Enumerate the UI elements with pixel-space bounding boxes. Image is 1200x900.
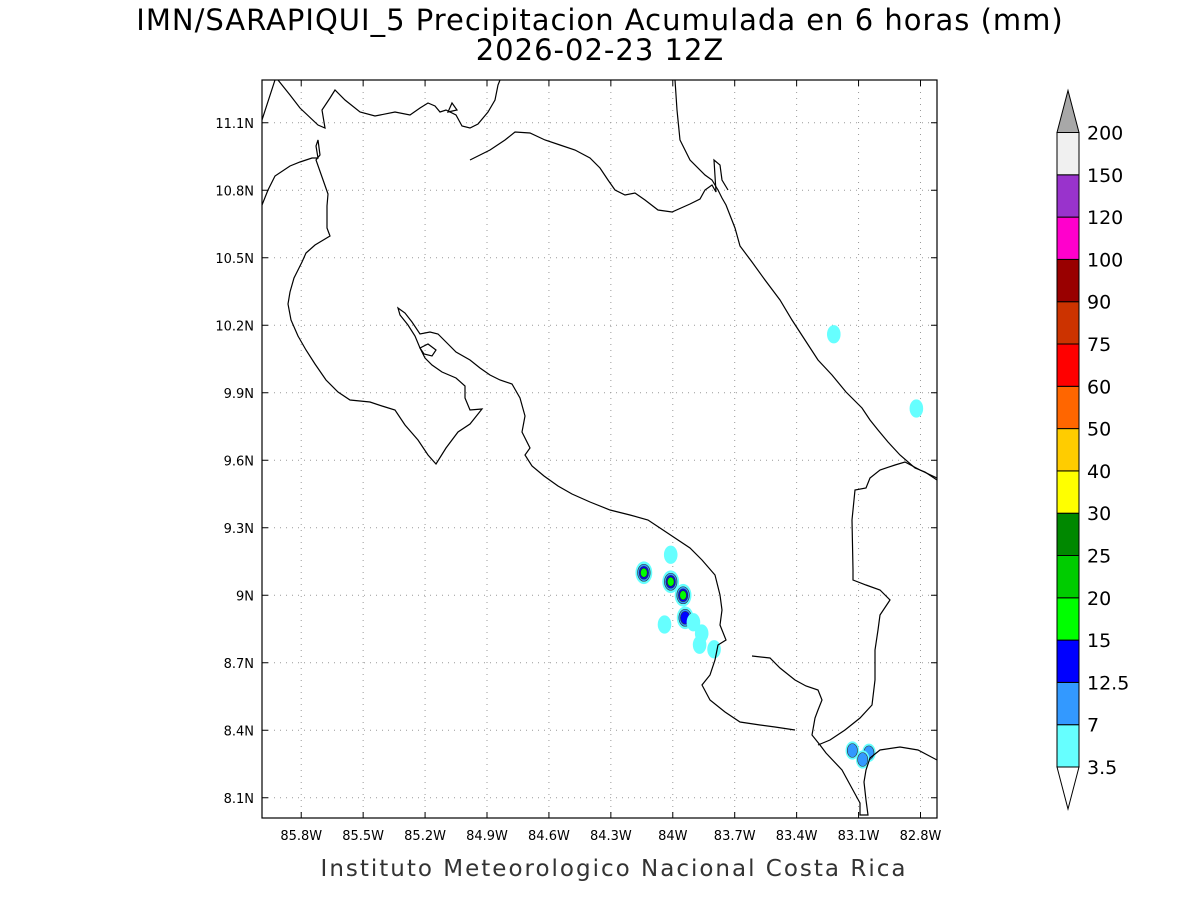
colorbar-swatch	[1056, 681, 1080, 726]
colorbar-swatch	[1056, 512, 1080, 557]
colorbar-swatch	[1056, 385, 1080, 430]
colorbar-swatch	[1056, 216, 1080, 260]
colorbar-label: 25	[1087, 546, 1111, 568]
lon-tick-label: 84.9W	[466, 829, 508, 844]
precip-cell	[640, 567, 648, 578]
lat-tick-label: 8.4N	[224, 724, 254, 739]
lon-tick-label: 84.3W	[590, 829, 632, 844]
colorbar-label: 12.5	[1087, 672, 1129, 694]
lat-tick-label: 10.2N	[215, 319, 254, 334]
colorbar-label: 60	[1087, 376, 1111, 398]
colorbar-swatch	[1056, 174, 1080, 218]
lon-tick-label: 82.8W	[900, 829, 942, 844]
colorbar-label: 100	[1087, 249, 1123, 271]
precip-cell	[679, 590, 687, 601]
colorbar-label: 30	[1087, 503, 1111, 525]
lat-tick-label: 11.1N	[215, 117, 254, 132]
border-panama	[817, 461, 937, 746]
colorbar-swatch	[1056, 555, 1080, 599]
colorbar-swatch	[1056, 258, 1080, 303]
precip-cell	[846, 743, 858, 758]
precip-cell	[857, 752, 869, 767]
lat-tick-label: 9N	[236, 589, 254, 604]
colorbar-label: 120	[1087, 207, 1123, 229]
coastline-pacific	[262, 80, 937, 816]
lat-tick-label: 8.1N	[224, 792, 254, 807]
precip-cell	[663, 545, 678, 564]
colorbar-over-triangle	[1056, 88, 1080, 133]
colorbar-under-triangle	[1056, 766, 1080, 811]
colorbar-swatch	[1056, 428, 1080, 472]
colorbar-swatch	[1056, 597, 1080, 641]
colorbar-label: 3.5	[1087, 757, 1117, 779]
colorbar-swatch	[1056, 301, 1080, 345]
lake-island	[419, 101, 459, 357]
precip-cell	[686, 613, 701, 632]
border-nicaragua	[469, 131, 729, 213]
colorbar-label: 50	[1087, 419, 1111, 441]
lat-tick-label: 8.7N	[224, 657, 254, 672]
lon-tick-label: 85.2W	[404, 829, 446, 844]
lat-tick-label: 9.3N	[224, 522, 254, 537]
lon-tick-label: 85.5W	[342, 829, 384, 844]
colorbar-swatch	[1056, 470, 1080, 514]
lat-tick-label: 9.9N	[224, 387, 254, 402]
lon-tick-label: 84.6W	[528, 829, 570, 844]
lon-tick-label: 85.8W	[280, 829, 322, 844]
colorbar-label: 150	[1087, 165, 1123, 187]
lat-tick-label: 9.6N	[224, 454, 254, 469]
colorbar-label: 20	[1087, 588, 1111, 610]
colorbar-swatch	[1056, 639, 1080, 683]
precip-cell	[667, 576, 675, 587]
lat-tick-label: 10.5N	[215, 252, 254, 267]
footer-credit: Instituto Meteorologico Nacional Costa R…	[320, 856, 908, 882]
lon-tick-label: 84W	[658, 829, 688, 844]
lat-tick-label: 10.8N	[215, 184, 254, 199]
colorbar-label: 75	[1087, 334, 1111, 356]
precip-cell	[707, 640, 721, 659]
precip-cell	[826, 325, 841, 344]
colorbar-label: 40	[1087, 461, 1111, 483]
axis-ticks: 85.8W 85.5W 85.2W 84.9W 84.6W 84.3W 84W 83.7W 83…	[215, 80, 942, 844]
colorbar: 3.5 7 12.5 15 20 25 30 40 50 60 75 90 100 120 150 200	[1056, 88, 1129, 811]
map-title: IMN/SARAPIQUI_5 Precipitacion Acumulada …	[136, 3, 1064, 37]
precip-cell	[692, 635, 707, 654]
precip-cell	[909, 399, 924, 418]
coastline	[262, 80, 937, 816]
lon-tick-label: 83.4W	[776, 829, 818, 844]
precipitation-field	[635, 325, 924, 769]
lon-tick-label: 83.1W	[838, 829, 880, 844]
colorbar-swatch	[1056, 724, 1080, 768]
plot-frame	[261, 79, 938, 819]
colorbar-swatch	[1056, 343, 1080, 387]
colorbar-label: 7	[1087, 715, 1099, 737]
precip-cell	[657, 615, 672, 634]
colorbar-swatch	[1056, 132, 1080, 176]
map-subtitle-time: 2026-02-23 12Z	[475, 33, 725, 67]
plot-background	[262, 80, 937, 818]
coastline-caribbean	[674, 80, 937, 481]
colorbar-label: 15	[1087, 630, 1111, 652]
lon-tick-label: 83.7W	[714, 829, 756, 844]
colorbar-label: 90	[1087, 292, 1111, 314]
colorbar-label: 200	[1087, 123, 1123, 145]
